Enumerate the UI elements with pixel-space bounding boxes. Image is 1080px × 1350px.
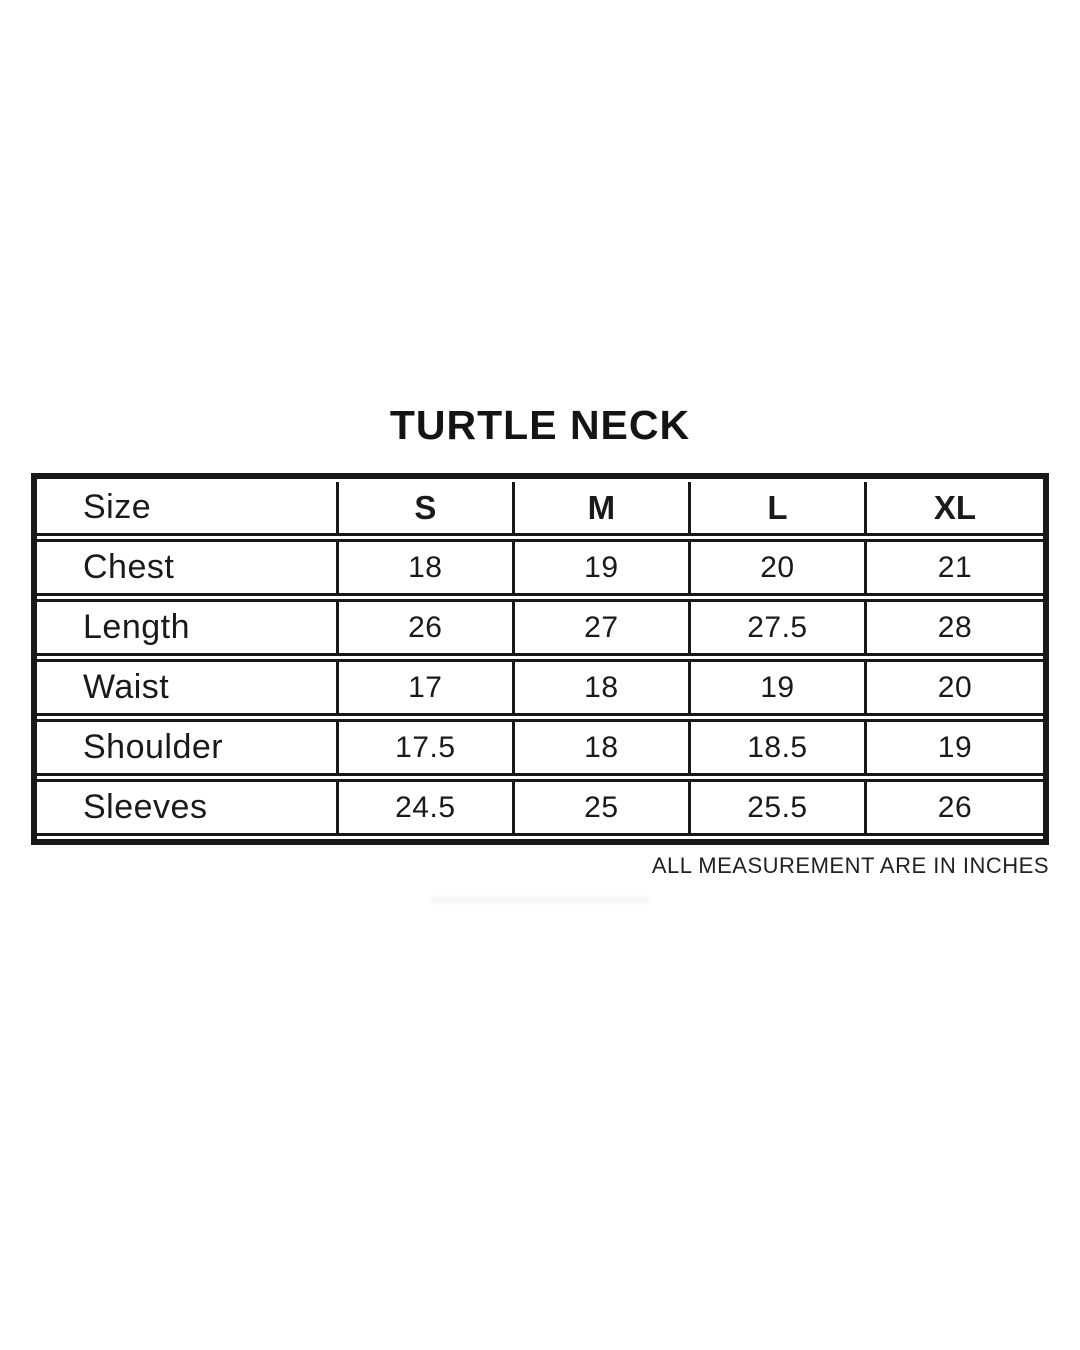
waist-m: 18 [514,659,691,716]
table-row-waist: Waist 17 18 19 20 [37,659,1043,716]
page-title: TURTLE NECK [389,402,691,448]
chest-m: 19 [514,539,691,596]
chest-s: 18 [338,539,515,596]
table-row-shoulder: Shoulder 17.5 18 18.5 19 [37,719,1043,776]
length-m: 27 [514,599,691,656]
column-header-s: S [338,482,515,536]
shoulder-s: 17.5 [338,719,515,776]
column-header-m: M [514,482,691,536]
waist-s: 17 [338,659,515,716]
column-header-size: Size [37,482,339,536]
column-header-xl: XL [866,482,1043,536]
header-row: Size S M L XL [37,482,1043,536]
shoulder-xl: 19 [866,719,1043,776]
row-label-sleeves: Sleeves [37,779,339,836]
faint-smudge-artifact [430,898,650,903]
shoulder-m: 18 [514,719,691,776]
sleeves-m: 25 [514,779,691,836]
size-table-wrapper: Size S M L XL Chest 18 19 20 21 Length 2 [31,473,1049,845]
table-row-sleeves: Sleeves 24.5 25 25.5 26 [37,779,1043,836]
length-xl: 28 [866,599,1043,656]
sleeves-xl: 26 [866,779,1043,836]
size-chart-sheet: TURTLE NECK Size S M L XL [31,402,1049,903]
size-table: Size S M L XL Chest 18 19 20 21 Length 2 [31,473,1049,845]
row-label-waist: Waist [37,659,339,716]
waist-l: 19 [690,659,867,716]
table-row-chest: Chest 18 19 20 21 [37,539,1043,596]
sleeves-l: 25.5 [690,779,867,836]
row-label-chest: Chest [37,539,339,596]
chest-l: 20 [690,539,867,596]
shoulder-l: 18.5 [690,719,867,776]
measurement-note: ALL MEASUREMENT ARE IN INCHES [651,853,1049,878]
row-label-shoulder: Shoulder [37,719,339,776]
length-l: 27.5 [690,599,867,656]
waist-xl: 20 [866,659,1043,716]
sleeves-s: 24.5 [338,779,515,836]
column-header-l: L [690,482,867,536]
table-row-length: Length 26 27 27.5 28 [37,599,1043,656]
chest-xl: 21 [866,539,1043,596]
row-label-length: Length [37,599,339,656]
length-s: 26 [338,599,515,656]
